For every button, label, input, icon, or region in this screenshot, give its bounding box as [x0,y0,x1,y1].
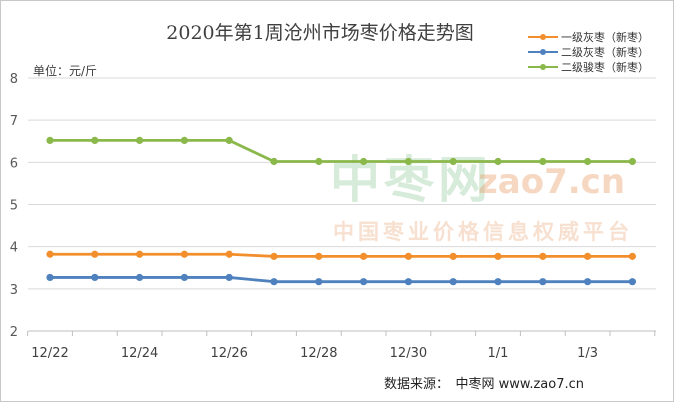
grid-layer [28,77,656,332]
series-1-point-5 [270,278,278,286]
series-line-2 [50,139,633,163]
series-1-point-6 [315,278,323,286]
series-0-point-12 [584,252,592,260]
series-1-point-4 [225,273,233,282]
series-1-point-2 [136,273,144,282]
legend-label-1: 二级灰枣（新枣） [561,46,649,59]
y-tick-label-6: 8 [10,72,18,87]
series-0-point-10 [494,252,502,260]
x-tick-label-6: 12/28 [300,346,337,361]
series-0-point-2 [136,250,144,258]
series-layer [46,136,637,286]
series-1-point-7 [360,278,368,286]
y-tick-label-5: 7 [10,114,18,129]
legend-item-1: 二级灰枣（新枣） [528,45,649,59]
legend-label-2: 二级骏枣（新枣） [561,61,649,74]
y-axis-unit-label: 单位：元/斤 [33,64,98,78]
legend-item-0: 一级灰枣（新枣） [528,30,649,44]
watermark-url: zao7.cn [478,162,626,202]
series-2-point-7 [360,157,368,166]
y-tick-label-1: 3 [10,283,18,298]
series-0-point-13 [628,252,637,260]
legend-swatch-2 [528,61,558,73]
series-1-point-11 [539,278,547,286]
series-2-point-10 [494,157,502,166]
series-line-0 [50,252,633,258]
series-2-point-13 [628,157,637,166]
legend: 一级灰枣（新枣） 二级灰枣（新枣） 二级骏枣（新枣） [528,30,649,75]
series-0-point-8 [404,252,412,260]
series-2-point-5 [270,157,278,166]
x-tick-label-12: 1/3 [577,346,598,361]
series-1-point-13 [628,278,637,286]
legend-label-0: 一级灰枣（新枣） [561,31,649,44]
series-1-point-8 [404,278,412,286]
legend-swatch-0 [528,31,558,43]
x-tick-label-10: 1/1 [488,346,509,361]
data-source-note: 数据来源： 中枣网 www.zao7.cn [384,377,585,392]
series-1-point-0 [46,273,54,282]
x-tick-label-2: 12/24 [121,346,158,361]
series-2-point-3 [180,136,188,145]
series-0-point-0 [46,250,54,258]
axis-layer: 2 3 4 5 6 7 8 12/22 12/24 12/26 12/28 12/30 1/1 1/3 [10,72,656,361]
series-line-1 [50,276,633,284]
series-2-point-11 [539,157,547,166]
y-tick-label-0: 2 [10,325,18,340]
legend-swatch-1 [528,46,558,58]
watermark-slogan: 中国枣业价格信息权威平台 [333,220,633,244]
series-1-point-3 [180,273,188,282]
series-0-point-6 [315,252,323,260]
series-2-point-12 [584,157,592,166]
series-2-point-2 [136,136,144,145]
y-tick-label-4: 6 [10,156,18,171]
series-1-point-10 [494,278,502,286]
y-tick-label-3: 5 [10,199,18,214]
series-2-point-8 [404,157,412,166]
series-2-point-6 [315,157,323,166]
x-tick-label-4: 12/26 [210,346,247,361]
series-2-point-0 [46,136,54,145]
series-1-point-12 [584,278,592,286]
chart-title: 2020年第1周沧州市场枣价格走势图 [166,22,474,44]
series-0-point-9 [449,252,457,260]
series-0-point-1 [91,250,99,258]
series-0-point-4 [225,250,233,258]
series-2-point-4 [225,136,233,145]
series-1-point-1 [91,273,99,282]
series-0-point-5 [270,252,278,260]
series-0-point-11 [539,252,547,260]
legend-item-2: 二级骏枣（新枣） [528,60,649,74]
x-tick-label-0: 12/22 [31,346,68,361]
series-1-point-9 [449,278,457,286]
series-2-point-1 [91,136,99,145]
x-tick-label-8: 12/30 [390,346,427,361]
series-2-point-9 [449,157,457,166]
series-0-point-7 [360,252,368,260]
y-tick-label-2: 4 [10,241,18,256]
series-0-point-3 [180,250,188,258]
